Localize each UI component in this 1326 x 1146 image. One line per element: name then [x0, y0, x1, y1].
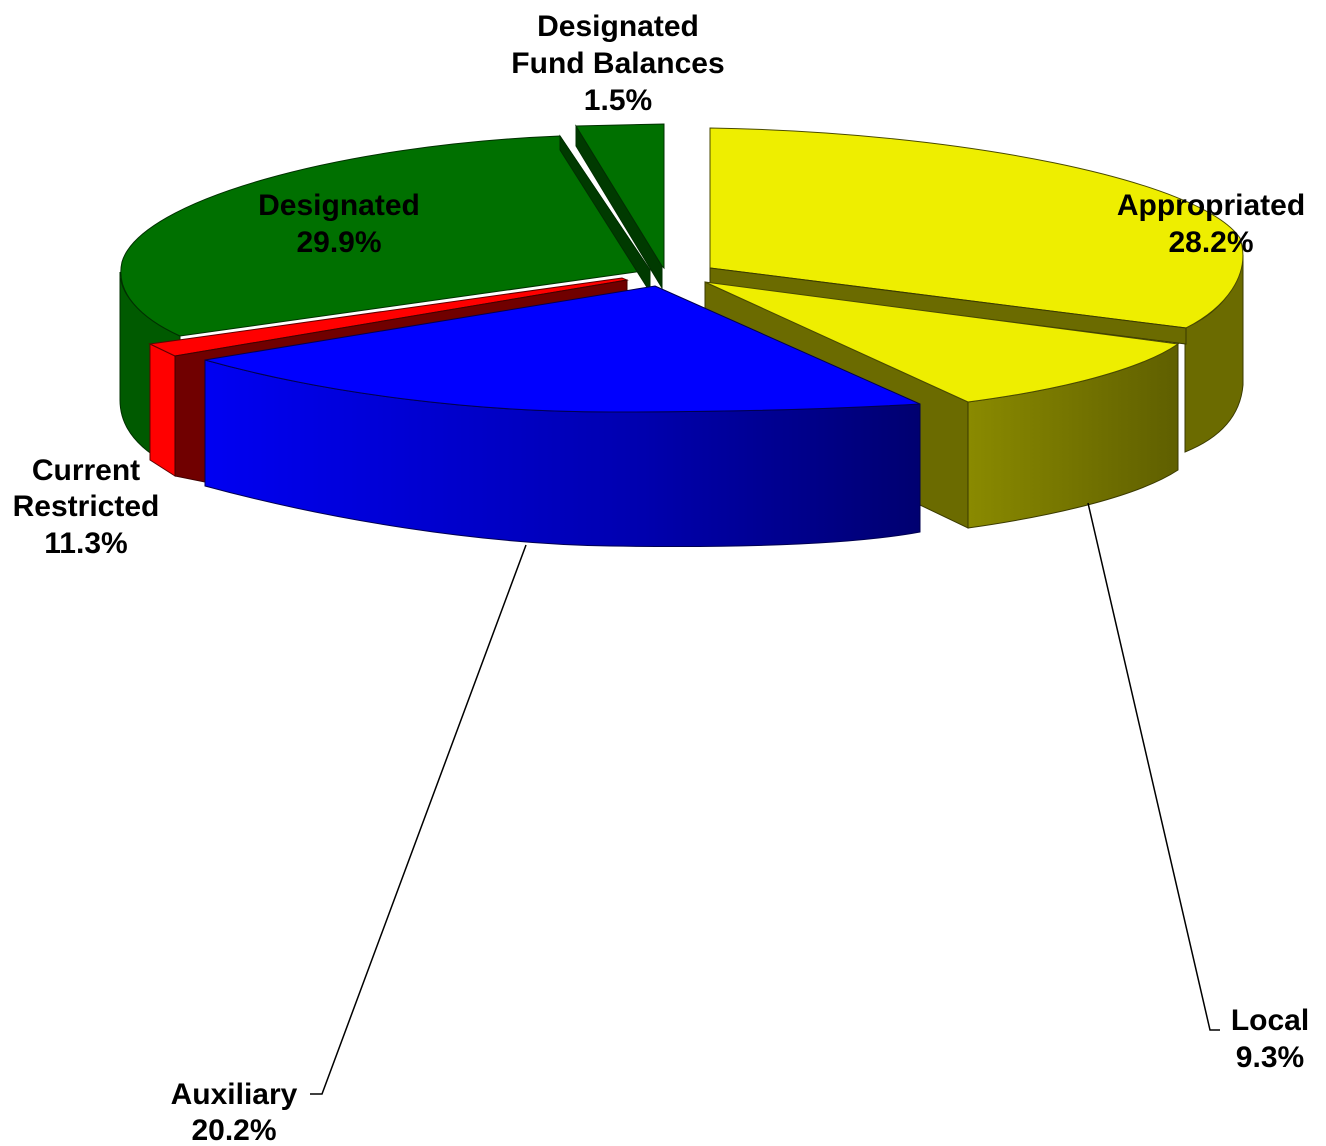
slice-current-restricted: [148, 277, 629, 483]
label-appropriated: Appropriated 28.2%: [1117, 189, 1305, 259]
label-appropriated-line1: Appropriated: [1117, 189, 1305, 222]
slice-auxiliary-top: [204, 285, 921, 413]
label-designated-fund-balances: Designated Fund Balances 1.5%: [511, 10, 724, 117]
slice-designated-top: [120, 135, 651, 337]
label-current-restricted-line1: Current: [32, 454, 140, 487]
label-designated-fund-balances-line1: Designated: [537, 10, 699, 43]
label-local: Local 9.3%: [1231, 1004, 1309, 1074]
label-designated-line1: Designated: [258, 189, 420, 222]
label-current-restricted-line2: Restricted: [13, 490, 160, 523]
label-designated: Designated 29.9%: [258, 189, 420, 259]
leader-line-auxiliary: [310, 544, 527, 1095]
slice-auxiliary: [204, 285, 921, 548]
label-auxiliary-percent: 20.2%: [191, 1114, 276, 1146]
label-auxiliary: Auxiliary 20.2%: [171, 1078, 298, 1146]
label-appropriated-percent: 28.2%: [1168, 226, 1253, 259]
label-designated-percent: 29.9%: [296, 226, 381, 259]
label-designated-fund-balances-percent: 1.5%: [584, 84, 652, 117]
label-auxiliary-line1: Auxiliary: [171, 1078, 298, 1111]
slice-appropriated: [709, 127, 1244, 453]
slice-current-restricted-side: [149, 343, 176, 477]
label-current-restricted: Current Restricted 11.3%: [13, 454, 160, 560]
leader-line-local: [1087, 502, 1220, 1031]
slice-designated-fund-balances-top: [575, 123, 665, 270]
slice-appropriated-top: [709, 127, 1244, 329]
label-local-percent: 9.3%: [1236, 1041, 1304, 1074]
label-designated-fund-balances-line2: Fund Balances: [511, 47, 724, 80]
slice-designated-fund-balances: [575, 123, 665, 290]
slice-appropriated-cut: [709, 267, 1187, 345]
slice-local-top: [704, 281, 1180, 403]
label-current-restricted-percent: 11.3%: [44, 527, 127, 560]
label-local-line1: Local: [1231, 1004, 1309, 1037]
